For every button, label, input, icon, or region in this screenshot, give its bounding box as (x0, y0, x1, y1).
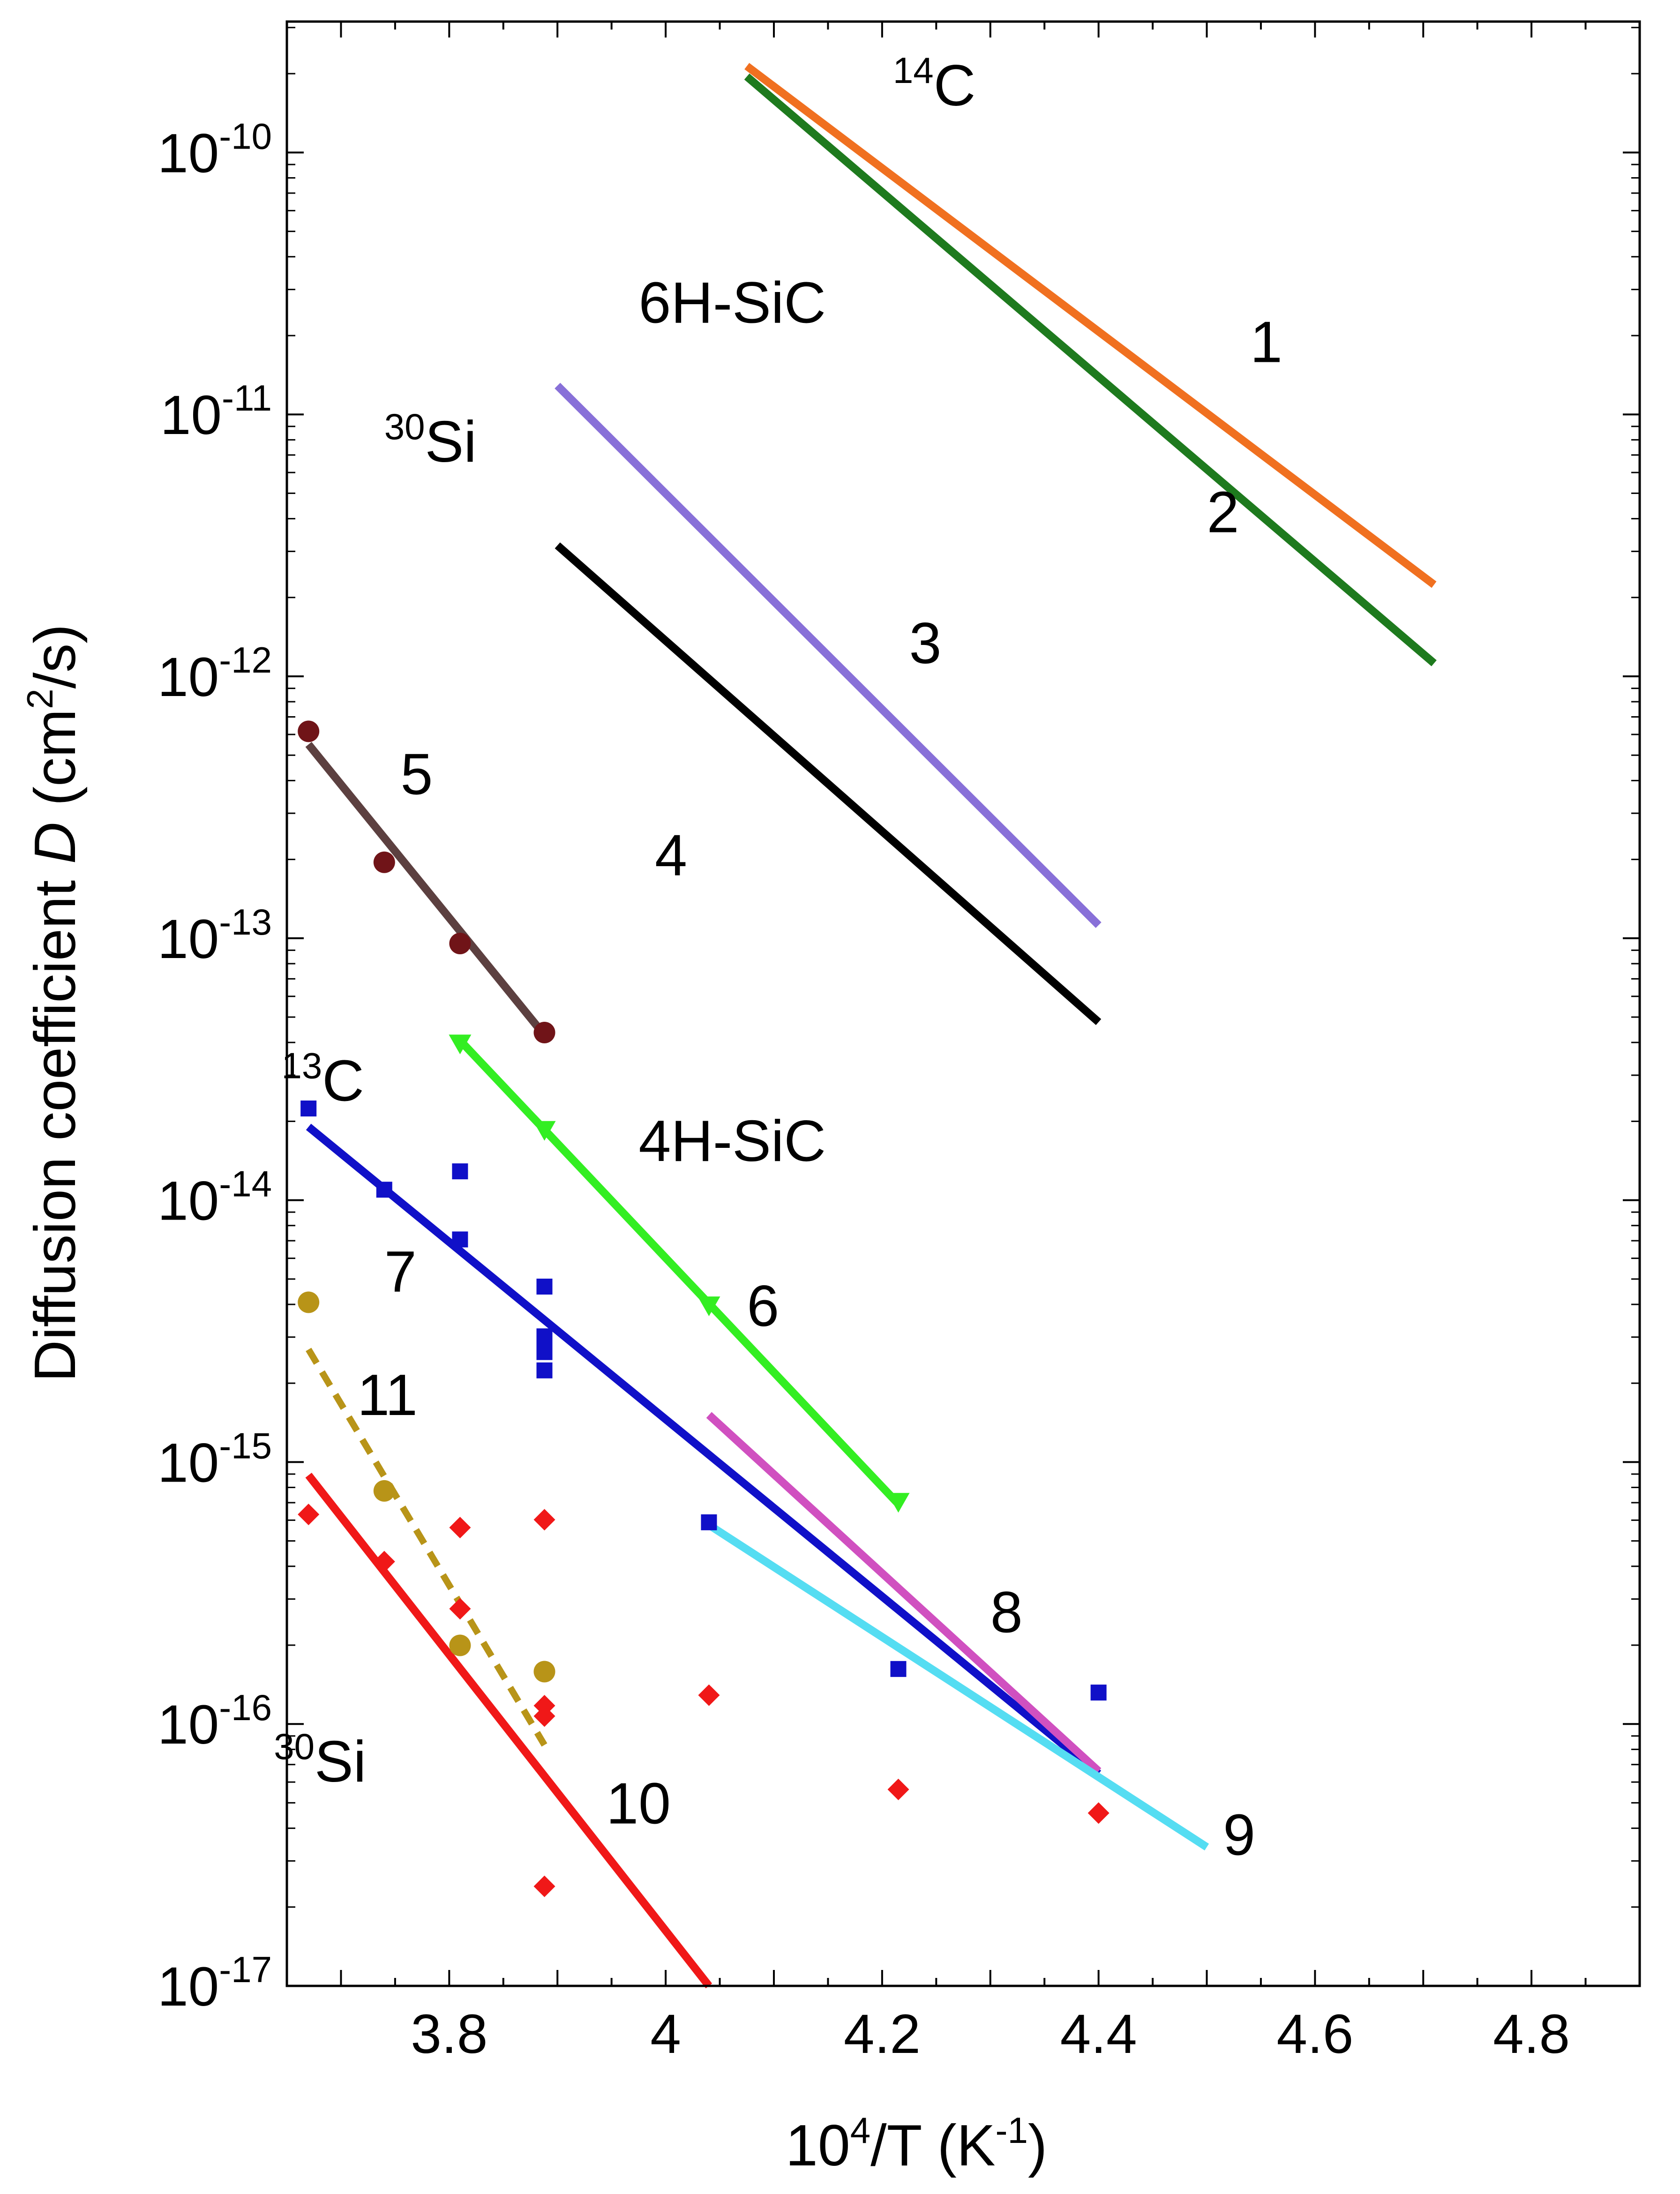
marker-square-2 (452, 1231, 468, 1248)
fit-line-8 (706, 1412, 1102, 1775)
fit-line-5 (305, 741, 548, 1038)
marker-triangle-down-1 (533, 1121, 556, 1141)
fit-line-9 (706, 1521, 1209, 1850)
annotation-n8: 8 (990, 1580, 1023, 1645)
annotation-n6: 6 (747, 1274, 779, 1339)
marker-circle-4 (298, 1291, 320, 1313)
annotation-n7: 7 (384, 1240, 417, 1304)
marker-diamond-3 (533, 1875, 555, 1897)
marker-triangle-down-1 (887, 1493, 910, 1513)
annotation-n3: 3 (909, 611, 942, 676)
y-tick-label: 10-15 (158, 1425, 272, 1494)
marker-circle-0 (449, 932, 471, 954)
y-tick-label: 10-10 (158, 115, 272, 184)
marker-diamond-3 (887, 1778, 909, 1800)
marker-square-2 (536, 1279, 553, 1295)
tick-labels: 3.8 4 4.2 4.4 4.6 4.8 10-10 10-11 10-12 10-13 10-1… (158, 115, 1570, 2065)
marker-circle-4 (449, 1634, 471, 1656)
marker-diamond-3 (298, 1504, 320, 1526)
marker-square-2 (536, 1344, 553, 1360)
annotation-sic6h: 6H-SiC (638, 271, 826, 336)
marker-diamond-3 (1088, 1802, 1110, 1824)
marker-square-2 (890, 1661, 907, 1677)
y-tick-label: 10-11 (160, 377, 272, 446)
marker-diamond-3 (449, 1517, 471, 1539)
y-tick-label: 10-14 (158, 1163, 272, 1232)
marker-square-2 (536, 1362, 553, 1378)
y-tick-label: 10-17 (158, 1949, 272, 2018)
annotation-sic4h: 4H-SiC (638, 1109, 826, 1174)
x-tick-label: 4 (650, 2003, 681, 2065)
marker-diamond-3 (373, 1550, 395, 1572)
marker-diamond-3 (533, 1705, 555, 1727)
annotations: 14C 6H-SiC 30Si 13C 4H-SiC 30Si 1 2 3 4 5 6 7 8 9 10 11 (274, 50, 1282, 1868)
marker-circle-0 (298, 720, 320, 742)
marker-square-2 (452, 1163, 468, 1180)
fit-lines (305, 63, 1437, 1989)
annotation-n4: 4 (655, 824, 687, 888)
marker-circle-0 (373, 851, 395, 873)
marker-circle-4 (373, 1480, 395, 1502)
annotation-n5: 5 (400, 742, 433, 807)
y-tick-label: 10-16 (158, 1687, 272, 1756)
plot-frame (285, 20, 1641, 1987)
annotation-si30-top: 30Si (384, 406, 477, 474)
annotation-c14: 14C (893, 50, 975, 118)
y-tick-label: 10-12 (158, 639, 272, 708)
y-tick-label: 10-13 (158, 901, 272, 970)
fit-line-4 (555, 542, 1102, 1025)
marker-diamond-3 (533, 1509, 555, 1531)
marker-diamond-3 (449, 1598, 471, 1620)
fit-line-2 (744, 73, 1437, 666)
annotation-n9: 9 (1223, 1803, 1255, 1868)
axis-ticks (286, 22, 1641, 1987)
x-axis-title: 104/T (K-1) (786, 2110, 1047, 2178)
annotation-n1: 1 (1250, 310, 1282, 374)
annotation-c13: 13C (281, 1045, 364, 1113)
x-tick-label: 4.4 (1060, 2003, 1137, 2065)
x-tick-label: 4.8 (1493, 2003, 1570, 2065)
data-markers (298, 720, 1110, 1897)
marker-circle-0 (533, 1021, 555, 1043)
marker-square-2 (376, 1182, 392, 1198)
fit-line-7 (306, 1123, 1101, 1777)
x-tick-label: 3.8 (411, 2003, 488, 2065)
marker-triangle-down-1 (449, 1034, 472, 1055)
marker-square-2 (701, 1514, 717, 1530)
fit-line-1 (744, 63, 1437, 588)
annotation-si30-bottom: 30Si (274, 1726, 366, 1794)
annotation-n2: 2 (1207, 480, 1239, 545)
marker-square-2 (1090, 1685, 1107, 1701)
marker-triangle-down-1 (698, 1296, 720, 1317)
fit-line-3 (555, 382, 1102, 928)
marker-circle-4 (533, 1661, 555, 1683)
marker-square-2 (536, 1328, 553, 1345)
y-axis-title: Diffusion coefficient D (cm2/s) (19, 624, 88, 1382)
fit-line-6 (457, 1037, 901, 1507)
marker-square-2 (300, 1101, 317, 1117)
x-tick-label: 4.6 (1276, 2003, 1353, 2065)
x-tick-label: 4.2 (844, 2003, 921, 2065)
annotation-n11: 11 (357, 1363, 418, 1428)
marker-diamond-3 (698, 1684, 720, 1706)
annotation-n10: 10 (606, 1772, 671, 1836)
